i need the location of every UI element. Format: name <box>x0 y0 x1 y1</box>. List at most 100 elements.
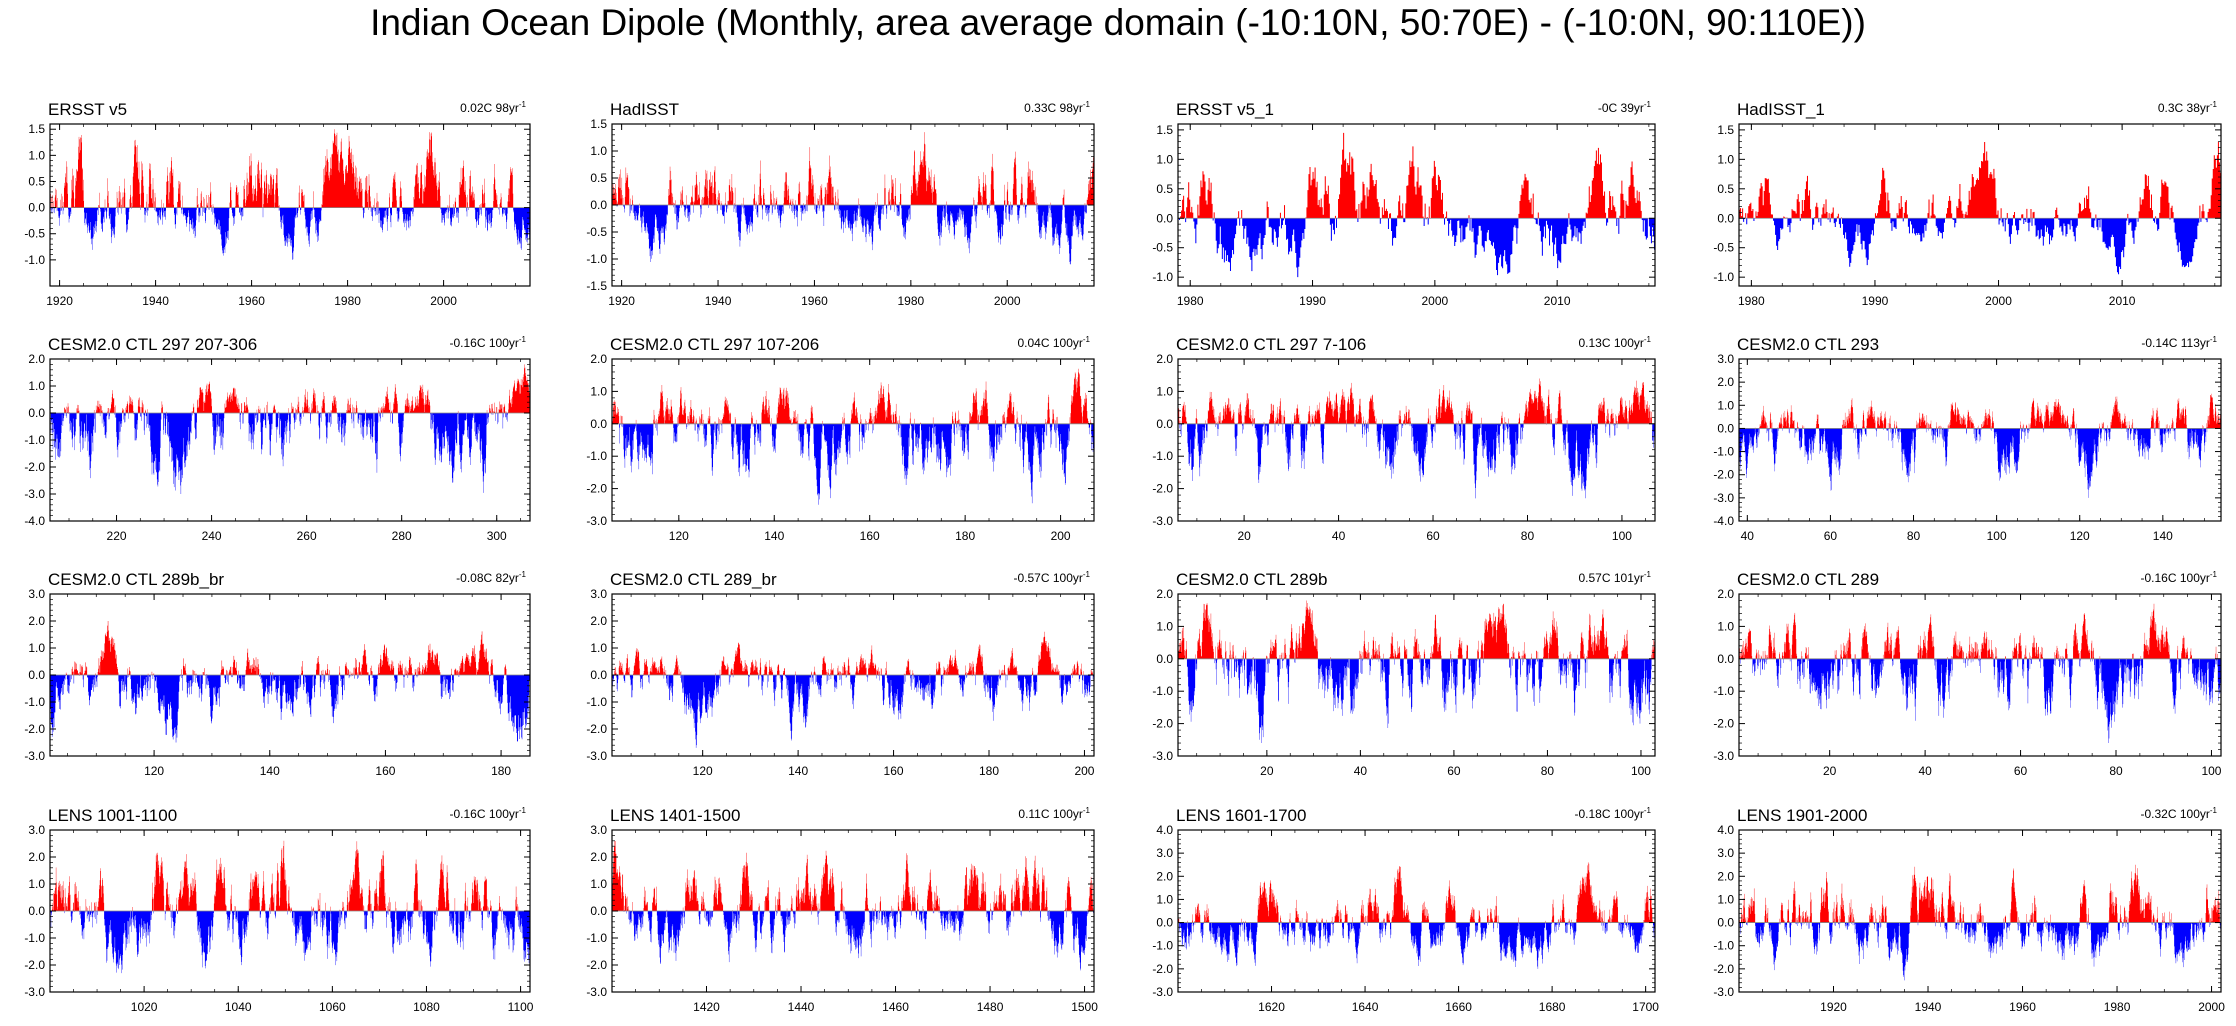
y-tick-label: -2.0 <box>1152 482 1173 496</box>
x-tick-label: 2000 <box>994 294 1021 308</box>
x-tick-label: 1920 <box>1820 1000 1847 1014</box>
trend-label: -0.32C 100yr-1 <box>2141 806 2218 821</box>
x-tick-label: 1940 <box>142 294 169 308</box>
panel-7: CESM2.0 CTL 293 -0.14C 113yr-1 3.0 2.0 1.0 0.… <box>1713 335 2222 543</box>
negative-bars <box>612 675 1094 748</box>
y-tick-label: -1.0 <box>1152 684 1173 698</box>
y-tick-label: 0.0 <box>28 668 45 682</box>
y-tick-label: 0.0 <box>28 406 45 420</box>
y-tick-label: 3.0 <box>1717 846 1734 860</box>
y-tick-label: 2.0 <box>1156 352 1173 366</box>
y-tick-label: 1.0 <box>28 877 45 891</box>
y-tick-label: -3.0 <box>1152 514 1173 528</box>
positive-bars <box>614 631 1094 675</box>
y-tick-label: 0.5 <box>28 174 45 188</box>
y-tick-label: 0.0 <box>28 201 45 215</box>
negative-bars <box>623 911 1094 971</box>
y-tick-label: -3.0 <box>586 985 607 999</box>
y-tick-label: -2.0 <box>1713 717 1734 731</box>
x-tick-label: 1640 <box>1352 1000 1379 1014</box>
plot-frame <box>1738 358 2222 522</box>
trend-label: 0.02C 98yr-1 <box>460 100 526 115</box>
x-tick-label: 120 <box>669 529 689 543</box>
panel-6: CESM2.0 CTL 297 7-106 0.13C 100yr-1 2.0 1.0… <box>1152 335 1656 543</box>
x-tick-label: 140 <box>764 529 784 543</box>
panel-title: ERSST v5 <box>48 100 127 119</box>
x-tick-label: 1990 <box>1299 294 1326 308</box>
negative-bars <box>1186 658 1652 744</box>
x-tick-label: 1990 <box>1862 294 1889 308</box>
x-tick-label: 140 <box>260 764 280 778</box>
x-tick-label: 1080 <box>413 1000 440 1014</box>
x-tick-label: 1980 <box>1738 294 1765 308</box>
y-tick-label: -0.5 <box>586 225 607 239</box>
panel-title: CESM2.0 CTL 289_br <box>610 570 777 589</box>
panel-title: HadISST <box>610 100 679 119</box>
trend-label: -0.14C 113yr-1 <box>2141 335 2217 350</box>
panel-5: CESM2.0 CTL 297 107-206 0.04C 100yr-1 2.0 1… <box>586 335 1095 543</box>
x-tick-label: 180 <box>955 529 975 543</box>
x-tick-label: 2010 <box>1544 294 1571 308</box>
y-tick-label: 0.0 <box>590 668 607 682</box>
panel-11: CESM2.0 CTL 289 -0.16C 100yr-1 2.0 1.0 0.0 -1… <box>1713 570 2221 778</box>
positive-bars <box>1180 132 1642 219</box>
x-tick-label: 1100 <box>508 1000 534 1014</box>
x-tick-label: 1960 <box>238 294 265 308</box>
y-tick-label: -0.5 <box>24 227 45 241</box>
y-tick-label: -2.0 <box>586 958 607 972</box>
x-tick-label: 1980 <box>1177 294 1204 308</box>
x-tick-label: 100 <box>1612 529 1632 543</box>
y-tick-label: -2.0 <box>1152 962 1173 976</box>
y-tick-label: -1.0 <box>1152 270 1173 284</box>
plot-frame <box>1177 123 1656 287</box>
x-tick-label: 160 <box>860 529 880 543</box>
y-tick-label: 2.0 <box>1156 869 1173 883</box>
y-tick-label: 0.0 <box>1156 916 1173 930</box>
x-tick-label: 180 <box>491 764 511 778</box>
y-tick-label: 1.0 <box>1717 619 1734 633</box>
plot-frame <box>49 123 531 287</box>
x-tick-label: 200 <box>1051 529 1071 543</box>
panel-8: CESM2.0 CTL 289b_br -0.08C 82yr-1 3.0 2.0 1.… <box>24 570 531 778</box>
y-tick-label: 0.5 <box>1717 182 1734 196</box>
panel-3: HadISST_1 0.3C 38yr-1 1.5 1.0 0.5 0.0 -0.5 -1.0… <box>1713 100 2222 308</box>
y-tick-label: -1.0 <box>1713 445 1734 459</box>
y-tick-label: -2.0 <box>586 482 607 496</box>
y-tick-label: 1.0 <box>590 384 607 398</box>
x-tick-label: 100 <box>1987 529 2007 543</box>
x-tick-label: 1920 <box>608 294 635 308</box>
plot-frame <box>1738 829 2222 993</box>
negative-bars <box>1739 922 2221 981</box>
x-tick-label: 20 <box>1237 529 1251 543</box>
y-tick-label: -3.0 <box>1713 985 1734 999</box>
x-tick-label: 2000 <box>2198 1000 2225 1014</box>
negative-bars <box>616 205 1087 265</box>
y-tick-label: 0.0 <box>1717 916 1734 930</box>
negative-bars <box>50 675 530 743</box>
panel-title: CESM2.0 CTL 289 <box>1737 570 1879 589</box>
trend-label: 0.04C 100yr-1 <box>1018 335 1091 350</box>
x-tick-label: 180 <box>979 764 999 778</box>
panel-title: CESM2.0 CTL 289b_br <box>48 570 224 589</box>
y-tick-label: 1.5 <box>590 117 607 131</box>
y-tick-label: -3.0 <box>24 985 45 999</box>
x-tick-label: 260 <box>297 529 317 543</box>
positive-bars <box>612 132 1094 205</box>
trend-label: 0.3C 38yr-1 <box>2158 100 2218 115</box>
x-tick-label: 240 <box>202 529 222 543</box>
y-tick-label: -1.0 <box>1713 270 1734 284</box>
trend-label: -0.57C 100yr-1 <box>1014 570 1091 585</box>
panel-title: CESM2.0 CTL 293 <box>1737 335 1879 354</box>
y-tick-label: 0.0 <box>590 417 607 431</box>
y-tick-label: 1.5 <box>1717 123 1734 137</box>
y-tick-label: -3.0 <box>586 749 607 763</box>
y-tick-label: 1.0 <box>1156 619 1173 633</box>
y-tick-label: -2.0 <box>1152 717 1173 731</box>
y-tick-label: -0.5 <box>1152 241 1173 255</box>
y-tick-label: 2.0 <box>28 850 45 864</box>
x-tick-label: 60 <box>2014 764 2028 778</box>
panel-13: LENS 1401-1500 0.11C 100yr-1 3.0 2.0 1.0 0.0 -… <box>586 806 1098 1014</box>
x-tick-label: 2010 <box>2109 294 2136 308</box>
negative-bars <box>50 207 531 260</box>
x-tick-label: 40 <box>1354 764 1368 778</box>
